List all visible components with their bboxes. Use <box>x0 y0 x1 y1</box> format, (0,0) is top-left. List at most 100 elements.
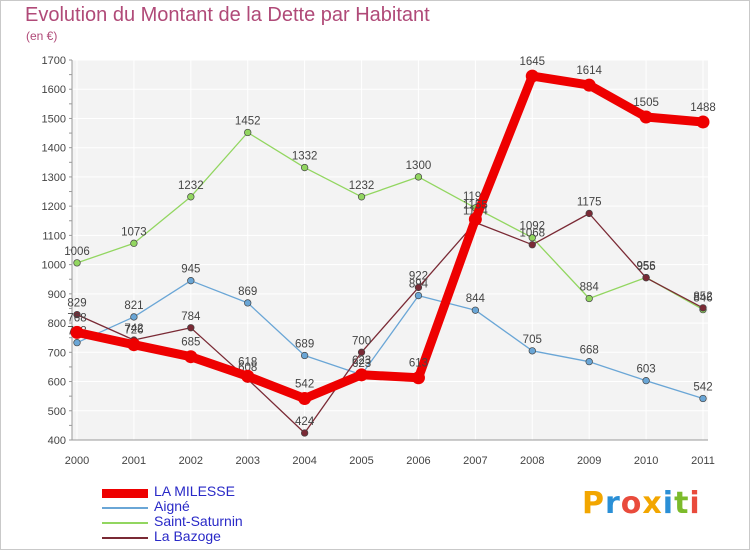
data-point-la-bazoge <box>699 304 707 312</box>
x-tick-label: 2011 <box>691 455 715 467</box>
brand-letter: x <box>642 486 663 521</box>
y-tick-label: 700 <box>48 347 66 359</box>
y-tick-label: 1600 <box>42 84 66 96</box>
data-point-la-bazoge <box>357 348 366 356</box>
data-label-la-bazoge: 742 <box>124 323 143 335</box>
data-point-la-bazoge <box>528 241 536 249</box>
data-label-aigne: 821 <box>124 300 143 312</box>
data-point-la-milesse <box>582 78 596 92</box>
data-point-saint-saturnin <box>130 239 138 247</box>
x-tick-label: 2002 <box>179 455 203 467</box>
data-label-la-milesse: 1488 <box>690 102 716 114</box>
data-point-aigne <box>699 394 707 403</box>
chart-title: Evolution du Montant de la Dette par Hab… <box>25 4 430 26</box>
data-label-aigne: 869 <box>238 286 257 298</box>
data-point-aigne <box>73 339 81 347</box>
y-tick-label: 400 <box>48 435 66 447</box>
data-point-aigne <box>471 306 480 314</box>
y-tick-label: 900 <box>48 289 66 301</box>
y-tick-label: 1300 <box>42 172 66 184</box>
y-tick-label: 500 <box>48 406 66 418</box>
data-label-la-bazoge: 784 <box>181 311 201 323</box>
data-label-la-bazoge: 955 <box>636 261 655 273</box>
x-tick-label: 2001 <box>122 455 146 467</box>
data-label-saint-saturnin: 884 <box>580 282 600 294</box>
data-label-la-milesse: 768 <box>67 312 86 324</box>
series-line-la-milesse <box>72 71 708 403</box>
data-point-saint-saturnin <box>187 193 195 201</box>
data-label-la-milesse: 726 <box>124 325 143 337</box>
data-point-saint-saturnin <box>73 259 81 267</box>
data-point-la-milesse <box>639 110 653 124</box>
x-tick-label: 2010 <box>634 455 658 467</box>
data-point-la-bazoge <box>642 274 650 282</box>
data-label-la-bazoge: 1068 <box>519 228 545 240</box>
series-line-la-bazoge <box>76 212 704 434</box>
brand-letter: r <box>605 486 621 521</box>
data-point-aigne <box>642 377 650 385</box>
legend-label-la-bazoge: La Bazoge <box>154 528 221 544</box>
data-label-aigne: 623 <box>352 358 371 370</box>
data-point-saint-saturnin <box>585 294 593 303</box>
data-label-aigne: 844 <box>466 293 486 305</box>
proxiti-logo: Proxiti <box>582 486 701 521</box>
legend-swatch-saint-saturnin <box>102 522 148 524</box>
data-point-la-milesse <box>355 368 369 382</box>
data-label-la-milesse: 1614 <box>576 65 602 77</box>
data-label-la-milesse: 542 <box>295 378 314 390</box>
data-point-saint-saturnin <box>414 173 423 181</box>
data-label-saint-saturnin: 1073 <box>121 226 147 238</box>
data-point-la-milesse <box>70 325 84 339</box>
data-point-la-milesse <box>127 338 141 352</box>
data-label-saint-saturnin: 1452 <box>235 115 261 127</box>
data-point-aigne <box>300 351 309 360</box>
x-tick-label: 2006 <box>406 455 430 467</box>
data-point-aigne <box>244 299 252 307</box>
data-label-saint-saturnin: 1006 <box>64 246 90 258</box>
y-tick-label: 1400 <box>42 143 66 155</box>
legend-label-aigne: Aigné <box>154 498 190 514</box>
data-label-saint-saturnin: 1092 <box>519 221 545 233</box>
data-point-aigne <box>528 347 536 355</box>
brand-letter: o <box>620 486 643 521</box>
data-label-aigne: 945 <box>181 264 200 276</box>
data-point-aigne <box>187 277 195 285</box>
data-point-la-milesse <box>525 69 539 83</box>
data-point-saint-saturnin <box>300 163 309 172</box>
y-tick-label: 1100 <box>42 230 66 242</box>
y-tick-label: 1000 <box>42 260 66 272</box>
legend-swatch-aigne <box>102 507 148 509</box>
data-point-la-milesse <box>298 391 312 405</box>
brand-letter: i <box>689 486 701 521</box>
data-label-saint-saturnin: 846 <box>693 293 712 305</box>
data-label-aigne: 603 <box>636 364 655 376</box>
data-point-la-milesse <box>241 369 255 383</box>
y-tick-label: 600 <box>48 377 66 389</box>
data-label-la-milesse: 1505 <box>633 97 659 109</box>
data-label-la-milesse: 623 <box>352 355 371 367</box>
brand-letter: i <box>662 486 675 521</box>
legend-swatch-la-bazoge <box>102 537 148 539</box>
data-label-aigne: 542 <box>693 381 712 393</box>
legend-label-saint-saturnin: Saint-Saturnin <box>154 513 243 529</box>
data-point-la-milesse <box>468 212 482 226</box>
y-tick-label: 1500 <box>42 113 66 125</box>
data-point-la-bazoge <box>73 310 81 319</box>
data-label-saint-saturnin: 956 <box>636 260 655 272</box>
data-label-la-milesse: 613 <box>409 358 428 370</box>
x-tick-label: 2005 <box>349 455 373 467</box>
y-tick-label: 1700 <box>42 55 66 67</box>
x-tick-label: 2008 <box>520 455 544 467</box>
data-label-la-milesse: 1645 <box>519 56 545 68</box>
data-label-saint-saturnin: 1232 <box>349 180 375 192</box>
x-tick-label: 2000 <box>65 455 89 467</box>
series-line-aigne <box>76 280 704 400</box>
x-tick-label: 2009 <box>577 455 601 467</box>
data-label-saint-saturnin: 1300 <box>406 160 432 172</box>
data-point-la-bazoge <box>187 324 195 332</box>
data-label-aigne: 689 <box>295 339 314 351</box>
y-tick-label: 1200 <box>42 201 66 213</box>
data-point-la-milesse <box>411 371 425 385</box>
data-label-aigne: 705 <box>523 334 542 346</box>
data-point-la-milesse <box>184 350 198 364</box>
